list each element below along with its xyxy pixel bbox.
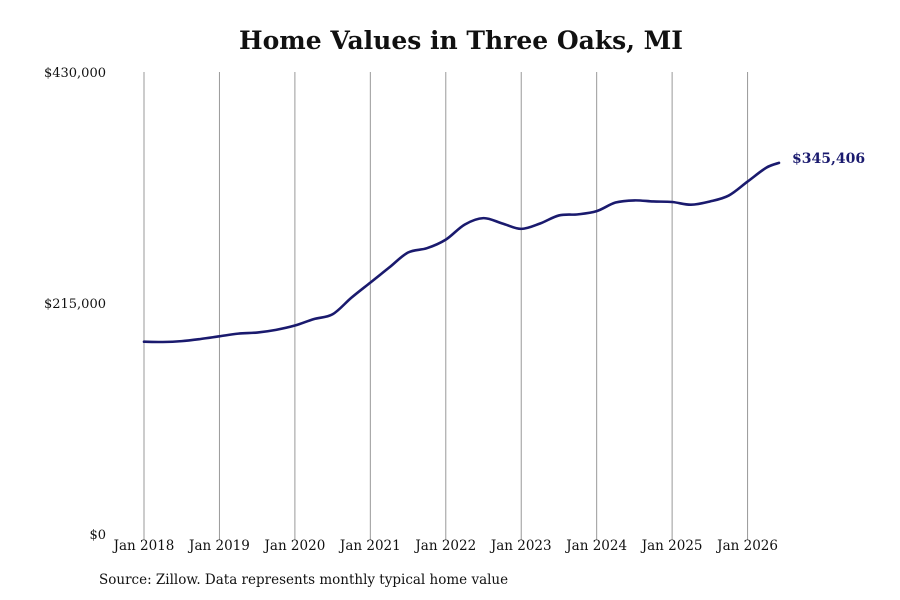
x-tick-label: Jan 2026	[715, 538, 778, 554]
y-tick-label: $430,000	[44, 66, 106, 81]
x-tick-label: Jan 2024	[564, 538, 627, 554]
x-tick-label: Jan 2021	[338, 538, 401, 554]
x-axis-labels: Jan 2018 Jan 2019 Jan 2020 Jan 2021 Jan 2022…	[112, 538, 778, 554]
series-layer	[142, 161, 781, 344]
y-tick-label: $215,000	[44, 297, 106, 312]
x-tick-label: Jan 2023	[489, 538, 552, 554]
end-value-label: $345,406	[792, 151, 865, 167]
source-note: Source: Zillow. Data represents monthly …	[99, 572, 509, 588]
x-tick-label: Jan 2019	[187, 538, 250, 554]
x-tick-label: Jan 2020	[262, 538, 325, 554]
chart-title: Home Values in Three Oaks, MI	[238, 26, 683, 55]
series-line	[142, 161, 781, 344]
end-value-layer: $345,406	[792, 151, 865, 167]
grid-lines	[143, 72, 749, 540]
y-axis-labels: $0 $215,000 $430,000	[44, 66, 106, 543]
x-tick-label: Jan 2018	[112, 538, 175, 554]
y-tick-label: $0	[89, 528, 106, 543]
x-tick-label: Jan 2022	[413, 538, 476, 554]
x-tick-label: Jan 2025	[640, 538, 703, 554]
